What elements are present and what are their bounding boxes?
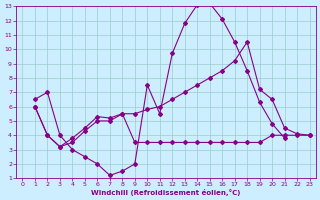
X-axis label: Windchill (Refroidissement éolien,°C): Windchill (Refroidissement éolien,°C) xyxy=(91,189,241,196)
